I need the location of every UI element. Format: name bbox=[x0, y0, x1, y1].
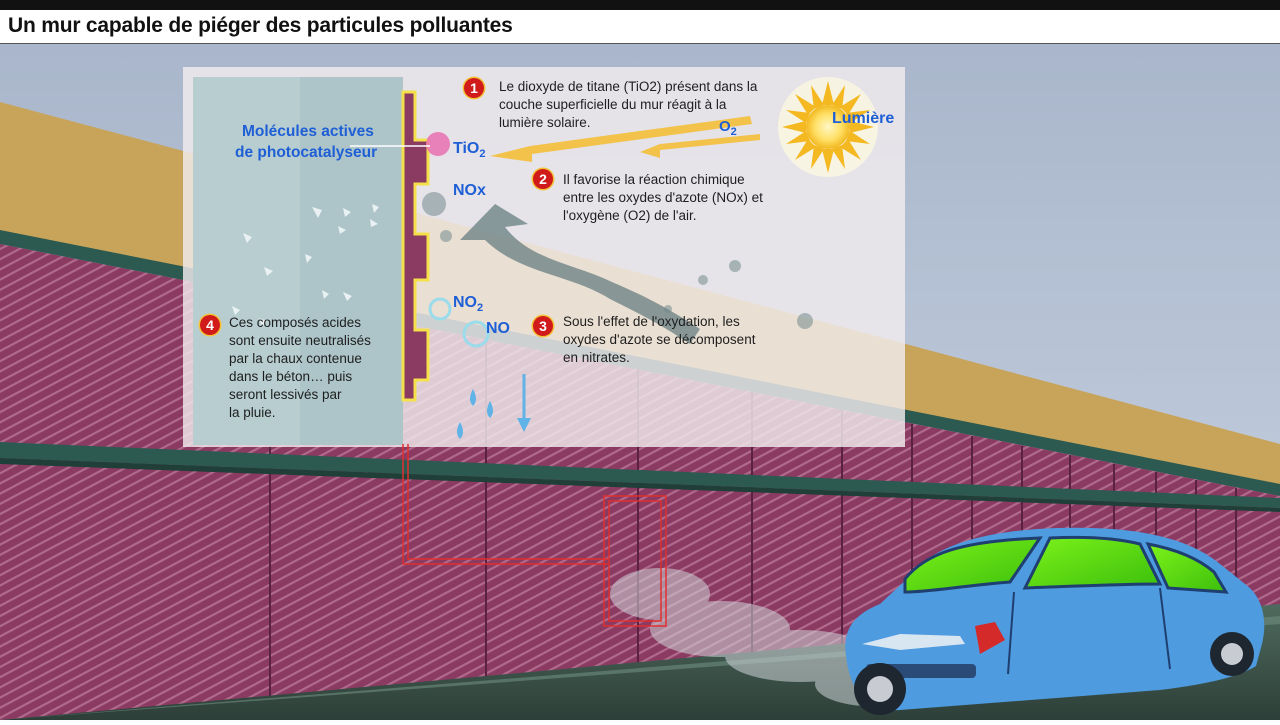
step-badge-3: 3 bbox=[533, 316, 553, 336]
step-2-line3: l'oxygène (O2) de l'air. bbox=[563, 208, 697, 223]
tio2-highlight bbox=[426, 132, 450, 156]
no2-rings bbox=[428, 297, 490, 348]
title-divider bbox=[0, 43, 1280, 44]
step-3-line3: en nitrates. bbox=[563, 350, 630, 365]
step-1-line2: couche superficielle du mur réagit à la bbox=[499, 97, 727, 112]
illustration: Molécules actives de photocatalyseur TiO… bbox=[0, 44, 1280, 720]
lumiere-label: Lumière bbox=[832, 110, 895, 127]
step-3-line2: oxydes d'azote se décomposent bbox=[563, 332, 756, 347]
step-2-line1: Il favorise la réaction chimique bbox=[563, 172, 745, 187]
step-4-line6: la pluie. bbox=[229, 405, 276, 420]
step-badge-2: 2 bbox=[533, 169, 553, 189]
wall-scene bbox=[0, 44, 1280, 720]
rain-drops bbox=[457, 389, 493, 439]
sun-icon bbox=[778, 77, 878, 177]
no-label: NO bbox=[486, 320, 510, 337]
top-bar bbox=[0, 0, 1280, 10]
tio2-label: TiO2 bbox=[453, 140, 486, 161]
step-badge-4: 4 bbox=[200, 315, 220, 335]
light-arrows bbox=[490, 116, 760, 162]
no2-label: NO2 bbox=[453, 294, 484, 315]
middle-rail bbox=[0, 442, 1280, 508]
wall-profile bbox=[401, 90, 430, 402]
step-4-line1: Ces composés acides bbox=[229, 315, 362, 330]
step-4-line2: sont ensuite neutralisés bbox=[229, 333, 371, 348]
step-badge-1: 1 bbox=[464, 78, 484, 98]
step-3-line1: Sous l'effet de l'oxydation, les bbox=[563, 314, 740, 329]
molecules-label-line2: de photocatalyseur bbox=[235, 144, 378, 161]
molecules-label-line1: Molécules actives bbox=[242, 123, 374, 140]
step-1-line3: lumière solaire. bbox=[499, 115, 591, 130]
smoke-arrow bbox=[460, 204, 700, 344]
step-1-line1: Le dioxyde de titane (TiO2) présent dans… bbox=[499, 79, 758, 94]
car bbox=[845, 527, 1265, 715]
step-4-line4: dans le béton… puis bbox=[229, 369, 353, 384]
nox-bubbles bbox=[422, 192, 813, 329]
step-2-line2: entre les oxydes d'azote (NOx) et bbox=[563, 190, 763, 205]
o2-label: O2 bbox=[719, 118, 737, 138]
callout-connector bbox=[402, 444, 667, 627]
down-arrow bbox=[517, 374, 531, 432]
step-4-line5: seront lessivés par bbox=[229, 387, 342, 402]
nox-label: NOx bbox=[453, 182, 486, 199]
page-title: Un mur capable de piéger des particules … bbox=[8, 14, 513, 37]
step-4-line3: par la chaux contenue bbox=[229, 351, 362, 366]
particles bbox=[232, 204, 379, 327]
